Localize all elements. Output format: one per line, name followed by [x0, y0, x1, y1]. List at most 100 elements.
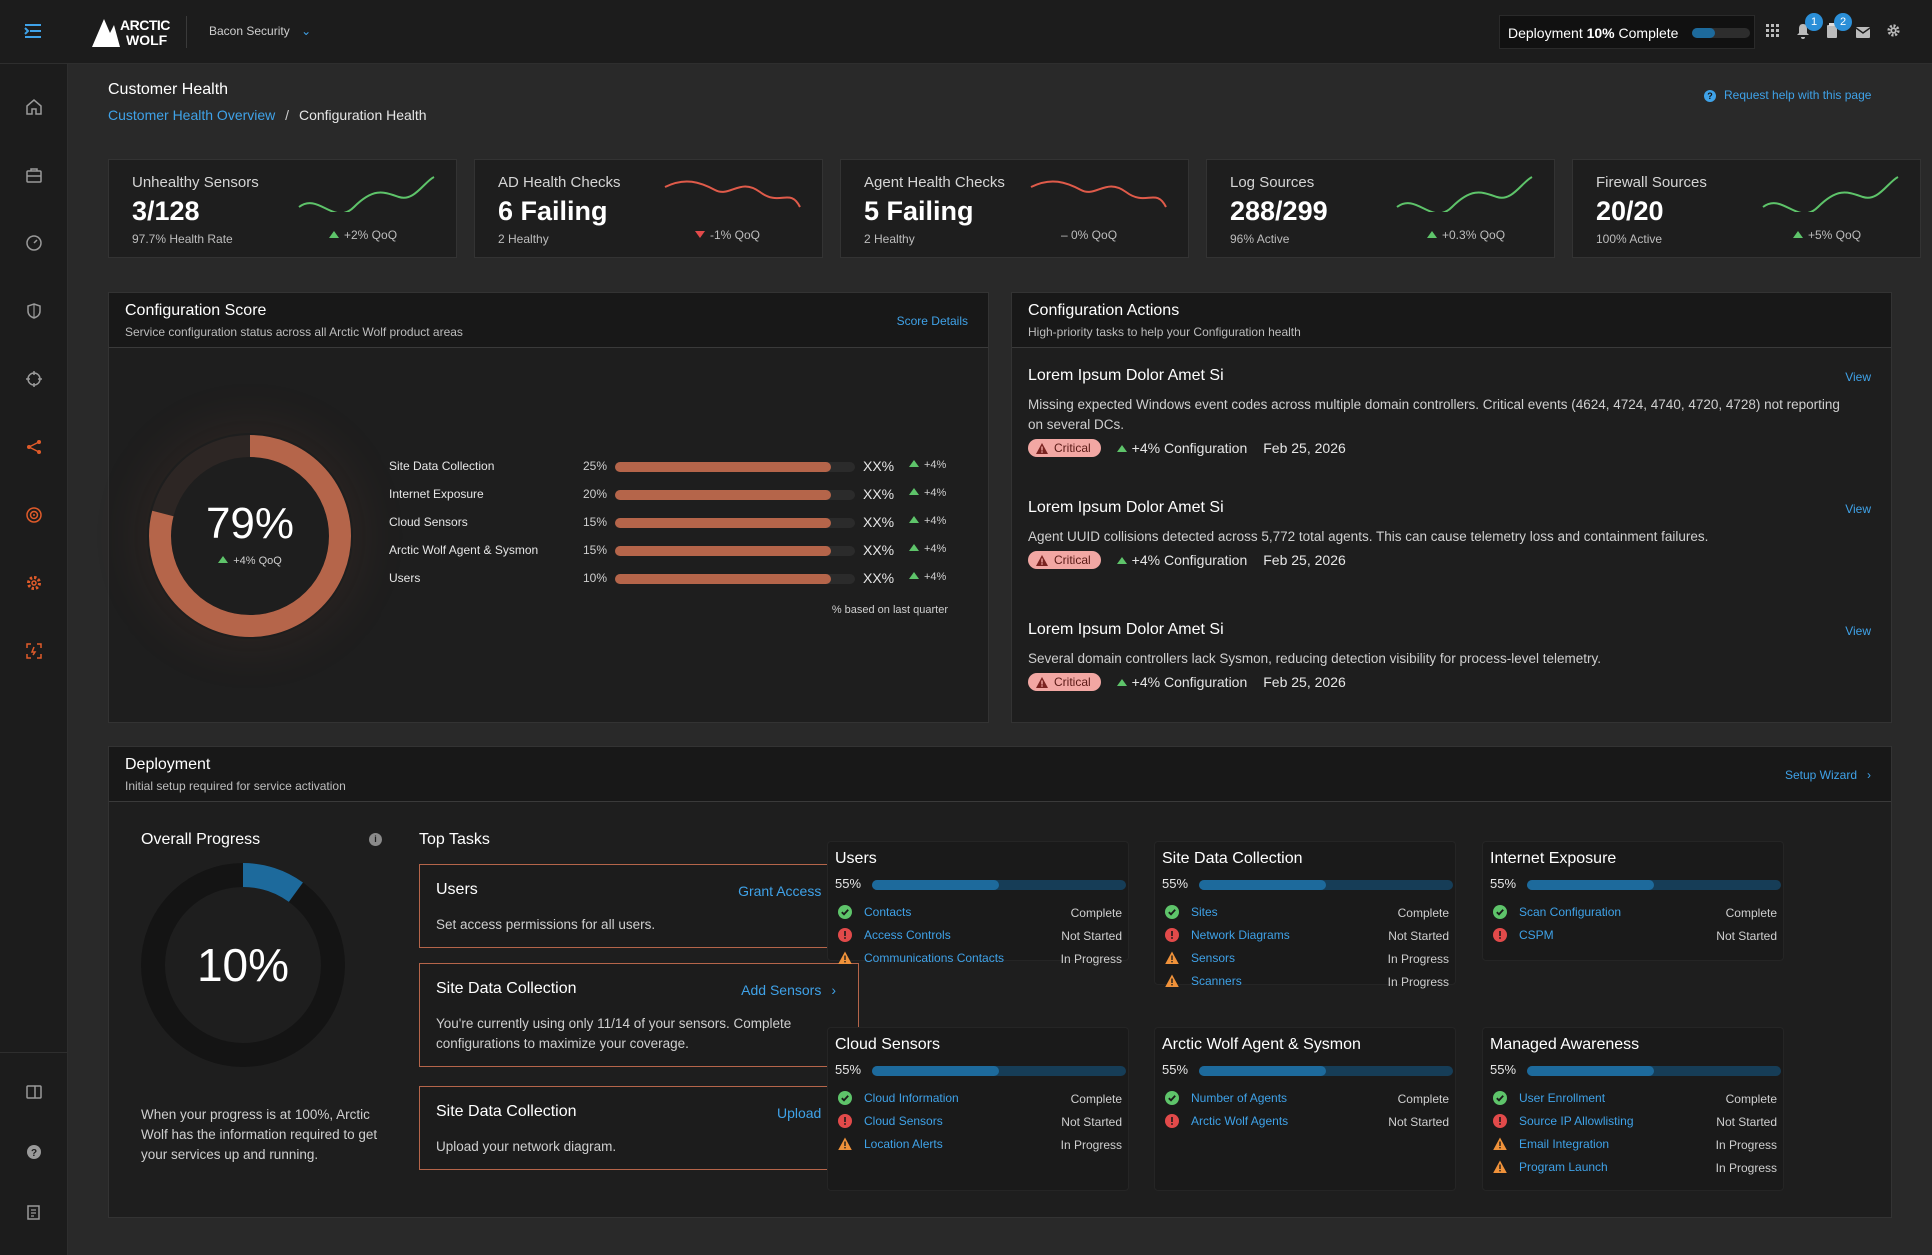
stat-card-3[interactable]: Log Sources 288/299 96% Active +0.3% QoQ: [1206, 159, 1555, 258]
score-row-fill: [615, 574, 831, 584]
group-item-link[interactable]: Number of Agents: [1191, 1091, 1288, 1105]
group-item: Scanners In Progress: [1165, 973, 1453, 991]
group-item-link[interactable]: Location Alerts: [864, 1137, 943, 1151]
score-row-delta: +4%: [909, 459, 946, 471]
stat-card-1[interactable]: AD Health Checks 6 Failing 2 Healthy -1%…: [474, 159, 823, 258]
deployment-suffix: Complete: [1618, 25, 1679, 41]
group-item-link[interactable]: Source IP Allowlisting: [1519, 1114, 1634, 1128]
group-item-link[interactable]: Network Diagrams: [1191, 928, 1290, 942]
group-item-link[interactable]: Email Integration: [1519, 1137, 1610, 1151]
action-item: Lorem Ipsum Dolor Amet Si View Agent UUI…: [1028, 499, 1871, 569]
task-action-link[interactable]: Grant Access›: [738, 883, 836, 899]
media-panel-icon[interactable]: [20, 1078, 48, 1106]
org-selector[interactable]: Bacon Security ⌄: [209, 24, 311, 38]
tasks-clipboard-icon[interactable]: [1826, 23, 1838, 44]
breadcrumb-link-overview[interactable]: Customer Health Overview: [108, 107, 276, 123]
group-item-status: Complete: [1397, 1092, 1449, 1106]
task-action-label: Upload: [776, 1105, 822, 1121]
group-item-link[interactable]: Access Controls: [864, 928, 951, 942]
action-date: Feb 25, 2026: [1263, 552, 1346, 568]
gauge-icon[interactable]: [20, 229, 48, 257]
deployment-progress-pill[interactable]: Deployment 10% Complete: [1499, 15, 1755, 49]
stat-qoq-label: +5% QoQ: [1808, 228, 1862, 242]
stat-value: 288/299: [1230, 196, 1328, 226]
score-donut: 79% +4% QoQ: [147, 433, 353, 639]
stat-qoq: +0.3% QoQ: [1427, 228, 1547, 242]
arctic-wolf-logo[interactable]: ARCTIC WOLF: [90, 15, 176, 49]
home-icon[interactable]: [20, 93, 48, 121]
group-item-status: In Progress: [1387, 952, 1449, 966]
share-nodes-icon[interactable]: [20, 433, 48, 461]
score-details-link[interactable]: Score Details: [896, 314, 968, 328]
group-item-link[interactable]: Sites: [1191, 905, 1218, 919]
group-item: Source IP Allowlisting Not Started: [1493, 1113, 1781, 1131]
crosshair-icon[interactable]: [20, 365, 48, 393]
score-row-fill: [615, 546, 831, 556]
action-config-label: +4% Configuration: [1131, 674, 1248, 690]
notification-badge: 1: [1805, 13, 1823, 31]
documents-icon[interactable]: [20, 1198, 48, 1226]
score-row-value: XX%: [863, 514, 895, 530]
group-item: Contacts Complete: [838, 904, 1126, 922]
critical-badge: Critical: [1028, 439, 1101, 457]
config-score-title: Configuration Score: [125, 302, 267, 319]
configuration-score-panel: Configuration Score Service configuratio…: [108, 292, 989, 723]
group-item-link[interactable]: Communications Contacts: [864, 951, 1005, 965]
stat-card-4[interactable]: Firewall Sources 20/20 100% Active +5% Q…: [1572, 159, 1921, 258]
cog-orange-icon[interactable]: [20, 569, 48, 597]
scan-frame-icon[interactable]: [20, 637, 48, 665]
action-item: Lorem Ipsum Dolor Amet Si View Several d…: [1028, 621, 1871, 691]
score-row: Site Data Collection 25% XX% +4%: [389, 457, 959, 477]
group-item-link[interactable]: Program Launch: [1519, 1160, 1608, 1174]
group-item-link[interactable]: Cloud Information: [864, 1091, 959, 1105]
critical-badge: Critical: [1028, 673, 1101, 691]
score-row-name: Internet Exposure: [389, 487, 484, 501]
group-item: Email Integration In Progress: [1493, 1136, 1781, 1154]
notifications-bell-icon[interactable]: [1796, 23, 1810, 44]
radar-icon[interactable]: [20, 501, 48, 529]
mail-icon[interactable]: [1855, 25, 1871, 43]
apps-grid-icon[interactable]: [1766, 24, 1780, 43]
group-item-link[interactable]: Scanners: [1191, 974, 1242, 988]
action-view-link[interactable]: View: [1845, 502, 1871, 516]
group-item-link[interactable]: Sensors: [1191, 951, 1236, 965]
group-progress-bar: [872, 880, 1126, 890]
org-name: Bacon Security: [209, 24, 290, 38]
group-item-link[interactable]: Cloud Sensors: [864, 1114, 943, 1128]
trend-up-icon: [1116, 445, 1127, 452]
shield-icon[interactable]: [20, 297, 48, 325]
critical-badge: Critical: [1028, 551, 1101, 569]
group-item-link[interactable]: Contacts: [864, 905, 912, 919]
group-item: Sensors In Progress: [1165, 950, 1453, 968]
trend-up-icon: [1116, 557, 1127, 564]
group-item-link[interactable]: User Enrollment: [1519, 1091, 1606, 1105]
briefcase-icon[interactable]: [20, 161, 48, 189]
group-item-status: Not Started: [1716, 929, 1777, 943]
overall-progress-title: Overall Progress: [141, 831, 261, 848]
group-item-status: In Progress: [1715, 1138, 1777, 1152]
group-item: Network Diagrams Not Started: [1165, 927, 1453, 945]
group-item-link[interactable]: CSPM: [1519, 928, 1554, 942]
menu-toggle-icon[interactable]: [22, 20, 46, 44]
help-link[interactable]: ? Request help with this page: [1704, 88, 1871, 102]
group-percent: 55%: [1490, 1062, 1517, 1077]
help-circle-icon[interactable]: ?: [20, 1138, 48, 1166]
group-item-link[interactable]: Arctic Wolf Agents: [1191, 1114, 1289, 1128]
task-action-link[interactable]: Add Sensors ›: [741, 982, 836, 998]
group-item-link[interactable]: Scan Configuration: [1519, 905, 1622, 919]
group-item: CSPM Not Started: [1493, 927, 1781, 945]
action-view-link[interactable]: View: [1845, 624, 1871, 638]
task-action-label: Grant Access: [738, 883, 822, 899]
error-circle-icon: [1493, 1114, 1507, 1128]
stat-card-2[interactable]: Agent Health Checks 5 Failing 2 Healthy …: [840, 159, 1189, 258]
setup-wizard-link[interactable]: Setup Wizard ›: [1785, 768, 1871, 782]
stat-card-0[interactable]: Unhealthy Sensors 3/128 97.7% Health Rat…: [108, 159, 457, 258]
action-description: Missing expected Windows event codes acr…: [1028, 397, 1840, 432]
info-icon[interactable]: i: [369, 833, 382, 846]
deployment-subtitle: Initial setup required for service activ…: [125, 779, 346, 793]
score-row: Arctic Wolf Agent & Sysmon 15% XX% +4%: [389, 541, 959, 561]
task-title: Users: [436, 881, 478, 898]
score-row-bar: [615, 574, 855, 584]
action-view-link[interactable]: View: [1845, 370, 1871, 384]
settings-gear-icon[interactable]: [1886, 23, 1901, 43]
